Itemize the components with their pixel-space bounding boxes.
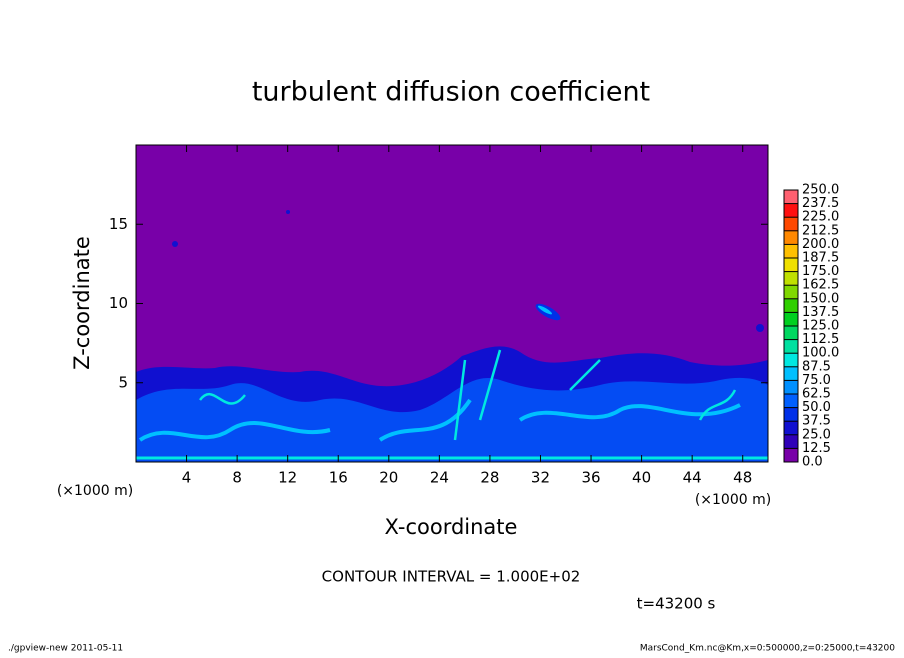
contour-interval: CONTOUR INTERVAL = 1.000E+02 [322,568,581,586]
colorbar-label: 162.5 [802,278,839,293]
x-tick-label: 36 [581,469,600,487]
colorbar-label: 37.5 [802,414,831,429]
colorbar-band [784,394,798,408]
colorbar-label: 237.5 [802,196,839,211]
field-blob [756,324,764,332]
colorbar-label: 187.5 [802,251,839,266]
x-tick-label: 40 [632,469,651,487]
y-tick-label: 5 [118,373,128,391]
colorbar-label: 200.0 [802,237,839,252]
colorbar-band [784,434,798,449]
colorbar-band [784,190,798,204]
x-tick-label: 32 [531,469,550,487]
colorbar-label: 112.5 [802,332,839,347]
x-axis-label: X-coordinate [385,515,518,539]
colorbar-label: 87.5 [802,359,831,374]
colorbar-band [784,380,798,394]
colorbar-band [784,203,798,218]
colorbar-label: 150.0 [802,291,839,306]
colorbar-band [784,298,798,313]
colorbar-band [784,421,798,435]
colorbar-label: 62.5 [802,387,831,402]
field-blob [172,241,178,247]
x-tick-label: 12 [278,469,297,487]
field-blob [538,305,552,315]
x-tick-label: 4 [182,469,192,487]
colorbar-band [784,271,798,286]
colorbar-label: 25.0 [802,427,831,442]
x-tick-label: 48 [733,469,752,487]
field-blob [286,210,290,214]
colorbar-label: 12.5 [802,441,831,456]
colorbar-label: 175.0 [802,264,839,279]
colorbar-label: 137.5 [802,305,839,320]
colorbar-band [784,339,798,354]
colorbar-label: 100.0 [802,346,839,361]
colorbar-band [784,230,798,245]
x-unit-label: (×1000 m) [57,483,133,499]
x-tick-label: 16 [329,469,348,487]
time-label: t=43200 s [637,595,716,613]
colorbar-band [784,407,798,422]
colorbar-band [784,285,798,299]
x-tick-label: 8 [232,469,242,487]
colorbar-band [784,326,798,340]
footer-left: ./gpview-new 2011-05-11 [8,644,123,654]
field-streak [199,349,737,441]
field [136,210,768,462]
y-tick-label: 10 [109,294,128,312]
x-tick-label: 44 [683,469,702,487]
colorbar-label: 50.0 [802,400,831,415]
colorbar-label: 225.0 [802,210,839,225]
colorbar-band [784,353,798,367]
field-streak [138,398,741,442]
colorbar-label: 0.0 [802,455,823,470]
footer-right: MarsCond_Km.nc@Km,x=0:500000,z=0:25000,t… [640,644,895,654]
colorbar-label: 125.0 [802,319,839,334]
colorbar-label: 75.0 [802,373,831,388]
x-tick-label: 20 [379,469,398,487]
x-unit-label: (×1000 m) [695,492,771,508]
colorbar-band [784,366,798,381]
colorbar-band [784,244,798,258]
chart-title: turbulent diffusion coefficient [252,77,650,108]
y-axis-label: Z-coordinate [70,236,94,370]
x-tick-label: 24 [430,469,449,487]
colorbar-label: 250.0 [802,183,839,198]
colorbar-band [784,448,798,462]
x-tick-label: 28 [480,469,499,487]
colorbar-label: 212.5 [802,223,839,238]
colorbar-band [784,312,798,326]
y-tick-label: 15 [109,215,128,233]
colorbar-band [784,258,798,272]
colorbar-band [784,217,798,231]
